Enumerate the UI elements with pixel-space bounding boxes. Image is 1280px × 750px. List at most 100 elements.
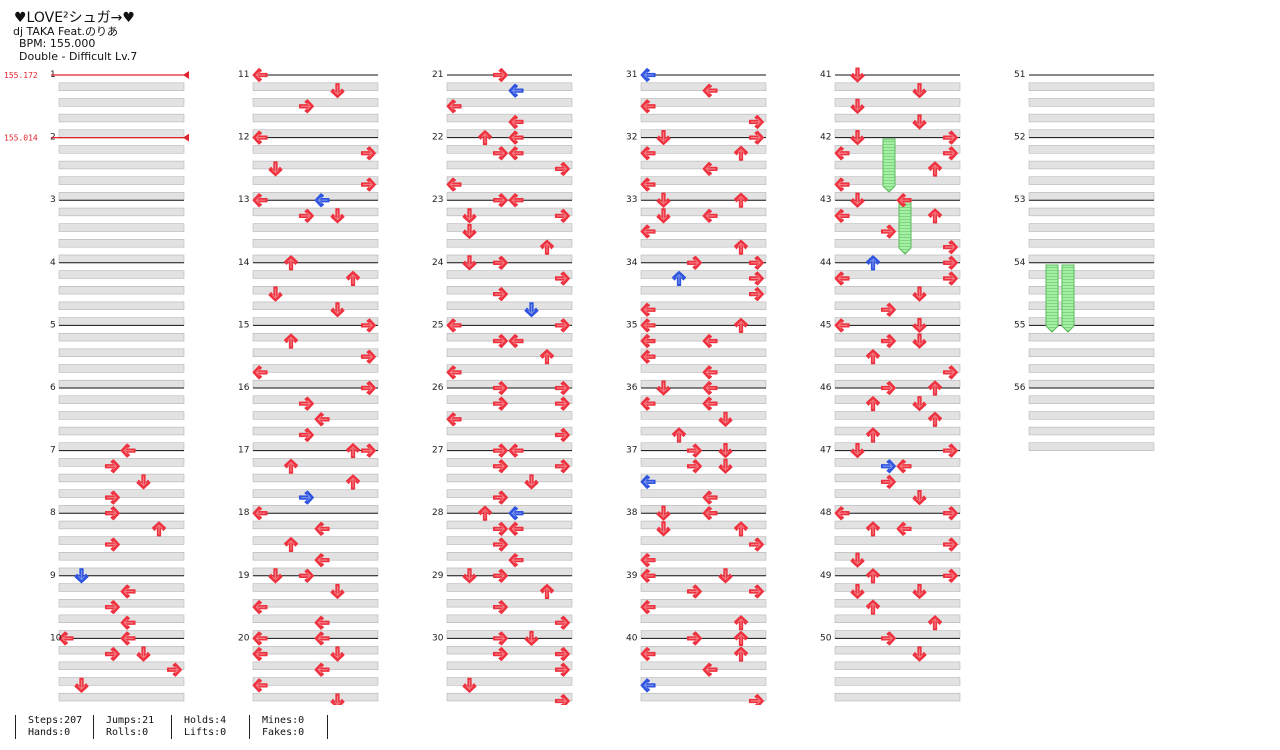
bpm-change-value: 155.014 xyxy=(4,134,38,143)
arrow-right-icon xyxy=(554,271,571,286)
arrow-down-icon xyxy=(912,83,927,99)
arrow-right-icon xyxy=(554,427,571,443)
beat-band xyxy=(446,286,573,295)
arrow-down-icon xyxy=(330,693,345,705)
beat-band xyxy=(252,254,379,264)
arrow-left-icon xyxy=(640,146,656,161)
arrow-left-icon xyxy=(640,318,656,333)
measure-number: 12 xyxy=(238,133,249,143)
beat-band xyxy=(834,113,961,123)
arrow-right-icon xyxy=(104,646,121,662)
arrow-left-icon xyxy=(834,177,850,192)
arrow-left-icon xyxy=(702,506,718,521)
arrow-down-icon xyxy=(850,130,865,146)
arrow-left-icon xyxy=(834,146,850,161)
arrow-left-icon xyxy=(252,130,268,145)
arrow-right-icon xyxy=(748,271,765,286)
arrow-down-icon xyxy=(462,223,477,240)
arrow-right-icon xyxy=(942,506,959,521)
beat-band xyxy=(252,677,379,686)
arrow-left-icon xyxy=(640,568,656,583)
arrow-down-icon xyxy=(524,474,539,490)
arrow-down-icon xyxy=(268,286,283,302)
beat-band xyxy=(446,661,573,670)
measure-number: 47 xyxy=(820,446,831,456)
arrow-down-icon xyxy=(850,443,865,459)
arrow-right-icon xyxy=(492,490,509,505)
beat-band xyxy=(640,223,767,232)
beat-band xyxy=(640,286,767,295)
beat-band xyxy=(1028,223,1155,232)
beat-band xyxy=(640,411,767,420)
beat-band xyxy=(834,301,961,310)
beat-band xyxy=(252,395,379,404)
beat-band xyxy=(1028,129,1155,138)
arrow-down-icon xyxy=(136,474,151,490)
beat-band xyxy=(834,332,961,342)
beat-band xyxy=(58,520,185,530)
arrow-down-icon xyxy=(524,302,539,318)
beat-band xyxy=(252,692,379,702)
stat-hands: Hands:0 xyxy=(28,727,71,738)
arrow-up-icon xyxy=(865,396,881,412)
arrow-up-icon xyxy=(865,255,881,271)
measure-number: 14 xyxy=(238,258,250,268)
arrow-right-icon xyxy=(298,208,315,223)
beat-band xyxy=(252,599,379,608)
beat-band xyxy=(1028,379,1155,389)
beat-band xyxy=(640,614,767,623)
arrow-right-icon xyxy=(748,255,765,270)
beat-band xyxy=(834,505,961,514)
beat-band xyxy=(1028,348,1155,357)
beat-band xyxy=(1028,239,1155,248)
arrow-left-icon xyxy=(508,443,524,458)
beat-band xyxy=(834,207,961,217)
beat-band xyxy=(640,677,767,686)
beat-band xyxy=(252,286,379,295)
beat-band xyxy=(446,364,573,373)
arrow-left-icon xyxy=(252,365,268,380)
measure-number: 45 xyxy=(820,320,831,330)
arrow-up-icon xyxy=(865,521,881,537)
arrow-down-icon xyxy=(718,411,733,427)
measure-number: 49 xyxy=(820,571,832,581)
beat-band xyxy=(446,473,573,483)
beat-band xyxy=(252,458,379,467)
arrow-right-icon xyxy=(942,568,959,583)
beat-band xyxy=(252,145,379,154)
beat-band xyxy=(640,270,767,279)
arrow-right-icon xyxy=(554,615,571,630)
beat-band xyxy=(834,239,961,248)
beat-band xyxy=(834,145,961,154)
beat-band xyxy=(58,82,185,91)
beat-band xyxy=(58,692,185,702)
arrow-up-icon xyxy=(927,411,943,427)
arrow-right-icon xyxy=(298,99,315,114)
arrow-left-icon xyxy=(640,99,656,114)
beat-band xyxy=(58,317,185,326)
measure-number: 35 xyxy=(626,320,637,330)
beat-band xyxy=(834,317,961,326)
beat-band xyxy=(640,536,767,545)
measure-number: 20 xyxy=(238,633,250,643)
arrow-right-icon xyxy=(492,287,509,302)
measure-number: 32 xyxy=(626,133,637,143)
arrow-left-icon xyxy=(446,412,462,427)
arrow-right-icon xyxy=(360,146,377,161)
arrow-right-icon xyxy=(298,427,315,443)
arrow-right-icon xyxy=(492,67,509,83)
arrow-up-icon xyxy=(151,521,167,537)
arrow-right-icon xyxy=(492,380,509,396)
arrow-up-icon xyxy=(733,646,749,662)
arrow-right-icon xyxy=(492,333,509,349)
arrow-right-icon xyxy=(942,146,959,161)
arrow-right-icon xyxy=(748,114,765,129)
beat-band xyxy=(446,239,573,248)
beat-band xyxy=(1028,98,1155,107)
beat-band xyxy=(834,614,961,623)
beat-band xyxy=(834,677,961,686)
beat-band xyxy=(834,411,961,420)
arrow-left-icon xyxy=(640,553,656,568)
arrow-left-icon xyxy=(702,161,718,176)
measure-number: 7 xyxy=(50,446,56,456)
